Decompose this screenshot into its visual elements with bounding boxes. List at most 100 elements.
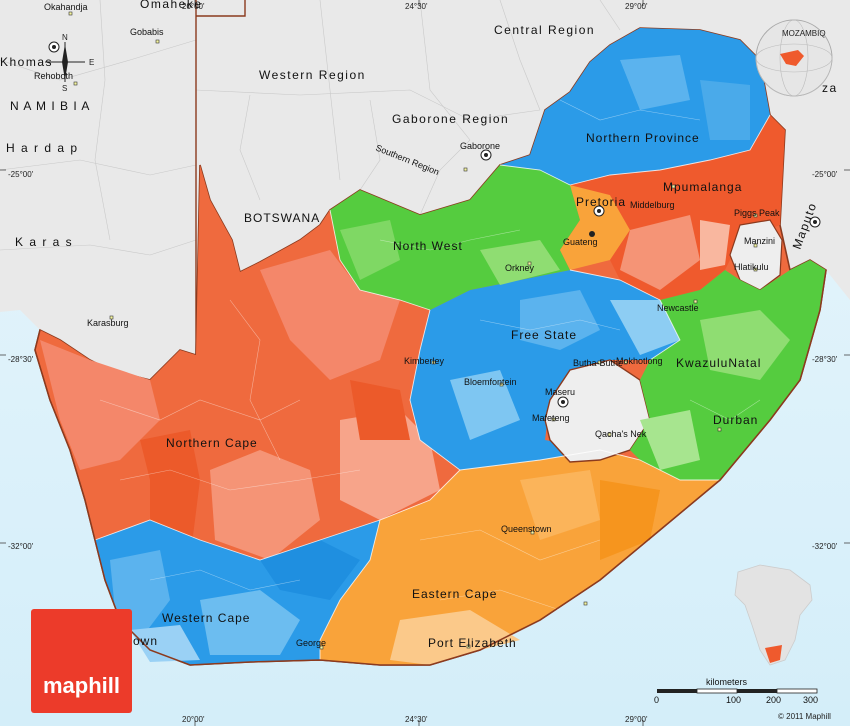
globe-label: MOZAMBIQ xyxy=(782,29,826,38)
locator-africa xyxy=(734,564,813,666)
lat-right-1: -25°00' xyxy=(812,170,838,179)
compass-e: E xyxy=(89,58,94,67)
region-northern-cape-light xyxy=(40,340,160,470)
lat-left-2: -28°30' xyxy=(8,355,34,364)
scale-tick-1: 100 xyxy=(726,695,741,705)
region-northern-province[interactable] xyxy=(500,28,770,185)
label-mozambique-partial: za xyxy=(822,81,838,95)
region-mpumalanga-light-2 xyxy=(700,220,730,270)
label-khomas: Khomas xyxy=(0,55,53,69)
lon-bottom-3: 29°00' xyxy=(625,715,648,724)
city-markers xyxy=(68,11,758,650)
scale-tick-2: 200 xyxy=(766,695,781,705)
label-mpumalanga: Mpumalanga xyxy=(663,180,742,194)
land-foreign xyxy=(0,0,850,380)
label-newcastle: Newcastle xyxy=(657,303,699,313)
label-george: George xyxy=(296,638,326,648)
label-rehoboth: Rehoboth xyxy=(34,71,73,81)
international-borders xyxy=(195,0,246,355)
label-kwazulu-natal: KwazuluNatal xyxy=(676,356,761,370)
label-omaheke: Omaheke xyxy=(140,0,203,11)
maphill-logo-text: maphill xyxy=(42,673,120,698)
swaziland xyxy=(729,219,783,291)
label-maseru: Maseru xyxy=(545,387,575,397)
region-free-state-light-3 xyxy=(610,300,680,355)
label-free-state: Free State xyxy=(511,328,577,342)
district-lines xyxy=(99,99,761,611)
label-karas: K a r a s xyxy=(15,235,73,249)
region-western-cape-dark xyxy=(260,540,360,600)
capital-markers xyxy=(48,41,821,408)
region-northern-cape-dark-2 xyxy=(350,380,410,440)
province-borders xyxy=(94,114,771,660)
region-gauteng[interactable] xyxy=(560,185,630,270)
label-middelburg: Middelburg xyxy=(630,200,675,210)
lat-right-2: -28°30' xyxy=(812,355,838,364)
region-kwazulu-natal-light-2 xyxy=(640,410,700,470)
label-western-cape: Western Cape xyxy=(162,611,250,625)
label-bloemfontein: Bloemfontein xyxy=(464,377,517,387)
label-butha-buthe: Butha-Buthe xyxy=(573,358,623,368)
region-eastern-cape-light-2 xyxy=(520,470,600,540)
lon-bottom-2: 24°30' xyxy=(405,715,428,724)
region-north-west-light xyxy=(480,240,560,285)
locator-globe: MOZAMBIQ xyxy=(755,19,833,97)
compass-n: N xyxy=(62,33,68,42)
lon-top-3: 29°00' xyxy=(625,2,648,11)
label-gauteng: Guateng xyxy=(563,237,598,247)
label-botswana: BOTSWANA xyxy=(244,211,320,225)
scale-title: kilometers xyxy=(706,677,748,687)
label-pretoria: Pretoria xyxy=(576,195,626,209)
lon-top-2: 24°30' xyxy=(405,2,428,11)
region-mpumalanga-light xyxy=(620,215,700,290)
label-port-elizabeth: Port Elizabeth xyxy=(428,636,517,650)
label-mafeteng: Mafeteng xyxy=(532,413,570,423)
label-western-region: Western Region xyxy=(259,68,366,82)
label-durban: Durban xyxy=(713,413,758,427)
region-kwazulu-natal-light xyxy=(700,310,790,380)
foreign-labels: Omaheke Khomas N A M I B I A H a r d a p… xyxy=(0,0,838,251)
city-labels: Okahandja Gobabis Rehoboth Karasburg Gab… xyxy=(34,2,780,650)
scale-tick-0: 0 xyxy=(654,695,659,705)
region-northern-province-light-2 xyxy=(700,80,750,140)
coordinate-labels: 20°00' 24°30' 29°00' 20°00' 24°30' 29°00… xyxy=(8,2,838,724)
label-north-west: North West xyxy=(393,239,463,253)
label-namibia: N A M I B I A xyxy=(10,99,90,113)
label-gaborone: Gaborone xyxy=(460,141,500,151)
lon-bottom-1: 20°00' xyxy=(182,715,205,724)
label-piggs-peak: Piggs Peak xyxy=(734,208,780,218)
region-northern-cape-light-2 xyxy=(260,250,400,380)
region-free-state-light xyxy=(520,290,600,350)
lon-top-1: 20°00' xyxy=(182,2,205,11)
scale-tick-3: 300 xyxy=(803,695,818,705)
label-karasburg: Karasburg xyxy=(87,318,129,328)
compass-s: S xyxy=(62,84,67,93)
maphill-logo[interactable] xyxy=(31,609,132,713)
label-northern-cape: Northern Cape xyxy=(166,436,258,450)
lat-left-3: -32°00' xyxy=(8,542,34,551)
label-gaborone-region: Gaborone Region xyxy=(392,112,509,126)
label-eastern-cape: Eastern Cape xyxy=(412,587,497,601)
region-free-state-light-2 xyxy=(450,370,520,440)
label-queenstown: Queenstown xyxy=(501,524,552,534)
coastline xyxy=(34,269,827,666)
scale-bar: kilometers 0 100 200 300 xyxy=(654,677,818,705)
province-labels: Northern Province Mpumalanga North West … xyxy=(162,131,761,625)
lat-left-1: -25°00' xyxy=(8,170,34,179)
region-northern-cape-light-3 xyxy=(210,450,320,560)
label-central-region: Central Region xyxy=(494,23,595,37)
region-northern-province-light xyxy=(620,55,690,110)
region-western-cape-light-2 xyxy=(200,590,300,655)
label-northern-province: Northern Province xyxy=(586,131,700,145)
label-gobabis: Gobabis xyxy=(130,27,164,37)
region-eastern-cape-light xyxy=(390,610,520,665)
region-north-west-light-2 xyxy=(340,220,400,280)
region-eastern-cape-dark xyxy=(600,480,660,560)
region-western-cape-light-3 xyxy=(130,625,200,662)
copyright: © 2011 Maphill xyxy=(778,712,831,721)
foreign-borders xyxy=(0,0,621,256)
lat-right-3: -32°00' xyxy=(812,542,838,551)
label-mokhotlong: Mokhotlong xyxy=(616,356,663,366)
label-okahandja: Okahandja xyxy=(44,2,88,12)
